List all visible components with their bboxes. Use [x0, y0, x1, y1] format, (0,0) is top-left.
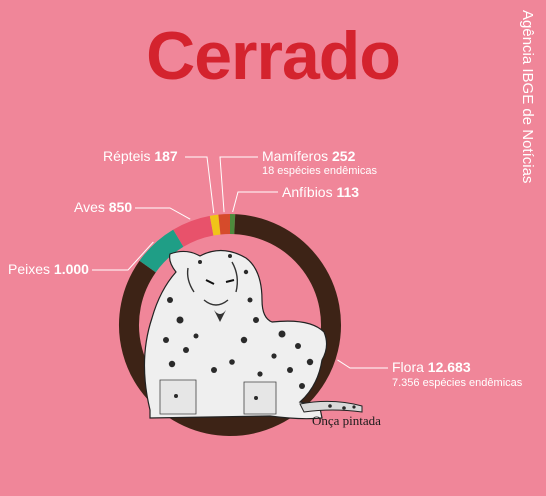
jaguar-body: [143, 249, 328, 420]
anfibios-name: Anfíbios: [282, 184, 333, 200]
brand-credit: Agência IBGE de Notícias: [519, 10, 536, 184]
leader-peixes: [92, 241, 154, 271]
label-repteis: Répteis 187: [103, 149, 178, 163]
flora-note: 7.356 espécies endêmicas: [392, 377, 523, 389]
peixes-name: Peixes: [8, 261, 51, 277]
flora-name: Flora: [392, 359, 424, 375]
page-title: Cerrado: [146, 18, 401, 94]
flora-value: 12.683: [427, 359, 471, 375]
label-peixes: Peixes 1.000: [8, 262, 89, 276]
slice-mamiferos: [218, 214, 231, 235]
aves-name: Aves: [74, 199, 105, 215]
slice-peixes: [139, 229, 184, 273]
leader-anfibios: [232, 191, 278, 213]
anfibios-value: 113: [336, 184, 360, 200]
slice-aves: [173, 215, 214, 247]
repteis-value: 187: [154, 148, 178, 164]
repteis-name: Répteis: [103, 148, 151, 164]
leader-repteis: [185, 156, 215, 214]
aves-value: 850: [108, 199, 133, 215]
label-flora: Flora 12.683: [392, 360, 471, 374]
leader-flora: [337, 359, 388, 369]
leader-aves: [135, 207, 191, 220]
image-caption: Onça pintada: [312, 413, 381, 428]
label-anfibios: Anfíbios 113: [282, 185, 359, 199]
mamiferos-note: 18 espécies endêmicas: [262, 165, 377, 177]
label-mamiferos: Mamíferos 252: [262, 149, 355, 163]
peixes-value: 1.000: [53, 261, 89, 277]
mamiferos-name: Mamíferos: [262, 148, 329, 164]
mamiferos-value: 252: [332, 148, 356, 164]
leader-mamiferos: [219, 156, 258, 213]
label-aves: Aves 850: [74, 200, 132, 214]
slice-repteis: [209, 214, 221, 236]
jaguar-illustration: [143, 249, 363, 420]
